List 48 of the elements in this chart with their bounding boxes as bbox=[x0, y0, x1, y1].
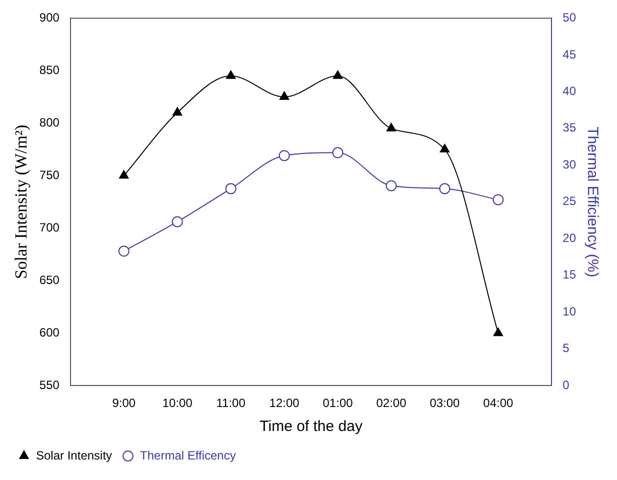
y2-tick-label: 20 bbox=[562, 230, 576, 245]
y2-tick-label: 40 bbox=[562, 84, 576, 98]
y-tick-label: 700 bbox=[39, 220, 60, 234]
y2-tick-label: 10 bbox=[562, 304, 576, 318]
point bbox=[492, 194, 504, 206]
point bbox=[440, 144, 450, 152]
y2-tick-label: 25 bbox=[562, 194, 576, 208]
point bbox=[439, 183, 450, 194]
x-tick-label: 12:00 bbox=[269, 396, 300, 410]
x-axis-title: Time of the day bbox=[260, 418, 363, 436]
x-tick-label: 9:00 bbox=[112, 396, 136, 410]
y-tick-label: 750 bbox=[39, 168, 60, 182]
y2-axis-title: Thermal Efficiency (%) bbox=[584, 126, 601, 278]
y-tick-label: 850 bbox=[39, 63, 60, 77]
point bbox=[279, 91, 290, 100]
y-tick-label: 900 bbox=[39, 10, 60, 25]
point bbox=[225, 183, 236, 194]
point bbox=[278, 150, 290, 162]
x-tick-label: 02:00 bbox=[376, 396, 407, 410]
y-tick-label: 550 bbox=[39, 378, 60, 392]
point bbox=[386, 122, 396, 132]
point bbox=[118, 246, 130, 257]
legend-label: Solar Intensity bbox=[36, 448, 112, 462]
y-tick-label: 800 bbox=[39, 115, 60, 130]
x-tick-label: 01:00 bbox=[322, 396, 354, 410]
x-tick-label: 10:00 bbox=[162, 396, 193, 410]
y-axis-title: Solar Intensity (W/m²) bbox=[12, 124, 31, 280]
x-tick-label: 11:00 bbox=[216, 396, 246, 410]
point bbox=[493, 328, 504, 336]
y2-tick-label: 35 bbox=[562, 120, 576, 135]
point bbox=[332, 70, 343, 79]
y2-tick-label: 0 bbox=[562, 378, 570, 392]
y-tick-label: 650 bbox=[39, 272, 60, 287]
point bbox=[119, 170, 129, 179]
y2-tick-label: 5 bbox=[562, 341, 570, 356]
point bbox=[172, 107, 182, 116]
point bbox=[332, 147, 344, 158]
y2-tick-label: 50 bbox=[562, 10, 576, 25]
x-tick-label: 03:00 bbox=[430, 396, 460, 410]
legend-label: Thermal Efficency bbox=[140, 448, 236, 462]
point bbox=[172, 216, 183, 228]
x-tick-label: 04:00 bbox=[483, 396, 514, 410]
y2-tick-label: 15 bbox=[562, 268, 576, 282]
point bbox=[226, 70, 236, 79]
point bbox=[386, 180, 397, 192]
y2-tick-label: 45 bbox=[562, 47, 576, 62]
y-tick-label: 600 bbox=[39, 325, 60, 340]
y2-tick-label: 30 bbox=[562, 157, 576, 172]
